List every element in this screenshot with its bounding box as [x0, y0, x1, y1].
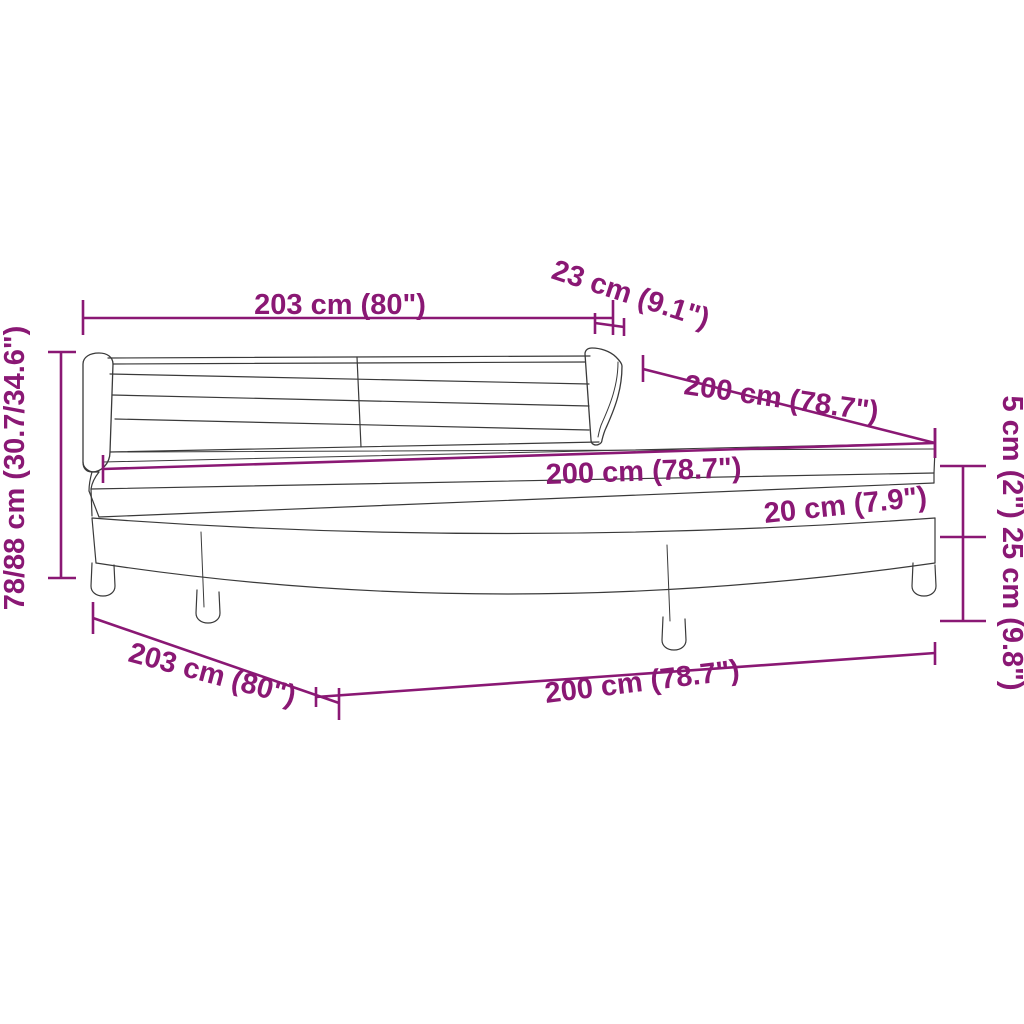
svg-text:200 cm (78.7"): 200 cm (78.7"): [543, 654, 741, 710]
svg-text:5 cm (2") 25 cm (9.8"): 5 cm (2") 25 cm (9.8"): [996, 395, 1024, 690]
svg-text:20 cm (7.9"): 20 cm (7.9"): [762, 481, 928, 530]
svg-text:203 cm (80"): 203 cm (80"): [254, 289, 426, 321]
svg-text:78/88 cm (30.7/34.6"): 78/88 cm (30.7/34.6"): [0, 326, 31, 611]
svg-text:23 cm (9.1"): 23 cm (9.1"): [548, 254, 714, 335]
svg-text:203 cm (80"): 203 cm (80"): [125, 637, 299, 712]
svg-text:200 cm (78.7"): 200 cm (78.7"): [682, 369, 880, 428]
svg-text:200 cm (78.7"): 200 cm (78.7"): [545, 452, 742, 491]
